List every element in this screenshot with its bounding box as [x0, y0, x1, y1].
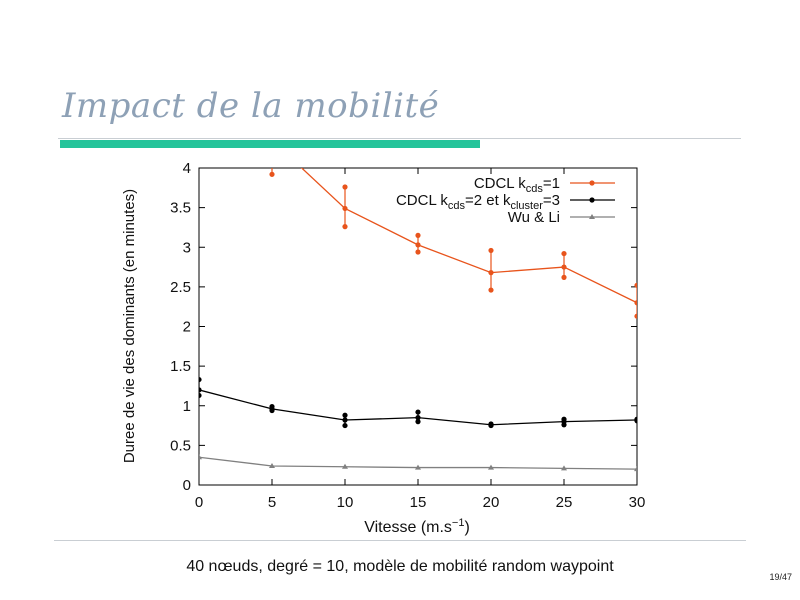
x-tick-label: 10: [337, 494, 354, 511]
data-point: [199, 392, 202, 399]
data-point: [634, 282, 637, 288]
data-point: [415, 419, 421, 425]
x-axis-label: Vitesse (m.s−1): [364, 517, 470, 536]
plot-frame: [198, 167, 638, 486]
y-axis-label: Duree de vie des dominants (en minutes): [121, 189, 138, 463]
data-point: [342, 417, 348, 423]
data-point: [342, 463, 348, 469]
data-point: [269, 118, 274, 123]
y-tick-label: 2.5: [170, 279, 191, 296]
footer-divider: [54, 540, 746, 541]
data-point: [634, 300, 637, 306]
data-point: [199, 454, 202, 460]
data-point: [415, 464, 421, 470]
data-point: [415, 415, 421, 421]
data-point: [561, 250, 567, 257]
data-point: [415, 249, 421, 255]
data-point: [561, 274, 567, 280]
legend-label: CDCL kcds=1: [474, 175, 560, 195]
data-point: [589, 214, 595, 219]
data-point: [488, 422, 494, 428]
chart-series: [199, 118, 637, 472]
data-point: [199, 387, 202, 393]
x-tick-label: 30: [629, 494, 646, 511]
data-point: [634, 313, 637, 319]
data-point: [342, 205, 348, 212]
series-1: [269, 118, 637, 319]
series-2: [199, 376, 637, 429]
y-tick-label: 2: [183, 319, 191, 336]
data-point: [342, 184, 348, 190]
data-point: [269, 462, 275, 468]
data-point: [415, 242, 421, 248]
title-accent-bar: [60, 140, 480, 148]
slide-caption: 40 nœuds, degré = 10, modèle de mobilité…: [186, 558, 614, 575]
title-divider: [58, 138, 741, 139]
data-point: [415, 409, 421, 415]
data-point: [488, 464, 494, 470]
page-number: 19/47: [769, 572, 792, 582]
data-point: [269, 171, 275, 177]
series-3: [199, 454, 637, 472]
data-point: [269, 138, 274, 143]
data-point: [269, 406, 275, 412]
data-point: [199, 376, 202, 383]
data-point: [415, 232, 421, 238]
x-tick-label: 25: [556, 494, 573, 511]
y-tick-label: 3.5: [170, 200, 191, 217]
legend-label: CDCL kcds=2 et kcluster=3: [396, 192, 560, 212]
data-point: [589, 197, 595, 203]
x-tick-label: 15: [410, 494, 427, 511]
series-line: [300, 168, 637, 304]
x-tick-label: 0: [195, 494, 203, 511]
y-tick-label: 0: [183, 477, 191, 494]
data-point: [561, 264, 567, 270]
data-point: [561, 465, 567, 471]
y-tick-label: 1.5: [170, 358, 191, 375]
slide-title: Impact de la mobilité: [62, 86, 440, 126]
data-point: [561, 419, 567, 425]
chart-axes: 0 5 10 15 20 25 30 0 0.5 1 1.5 2 2.5 3 3.5 4: [170, 160, 645, 511]
y-tick-label: 4: [183, 160, 191, 177]
legend-label: Wu & Li: [508, 209, 560, 226]
y-tick-label: 3: [183, 239, 191, 256]
data-point: [342, 224, 348, 230]
data-point: [488, 270, 494, 276]
x-tick-label: 20: [483, 494, 500, 511]
data-point: [342, 422, 348, 429]
x-tick-label: 5: [268, 494, 276, 511]
y-tick-label: 1: [183, 398, 191, 415]
data-point: [488, 247, 494, 254]
y-tick-label: 0.5: [170, 437, 191, 454]
data-point: [589, 180, 595, 186]
data-point: [634, 417, 637, 423]
data-point: [634, 466, 637, 472]
data-point: [342, 412, 348, 418]
data-point: [488, 287, 494, 293]
